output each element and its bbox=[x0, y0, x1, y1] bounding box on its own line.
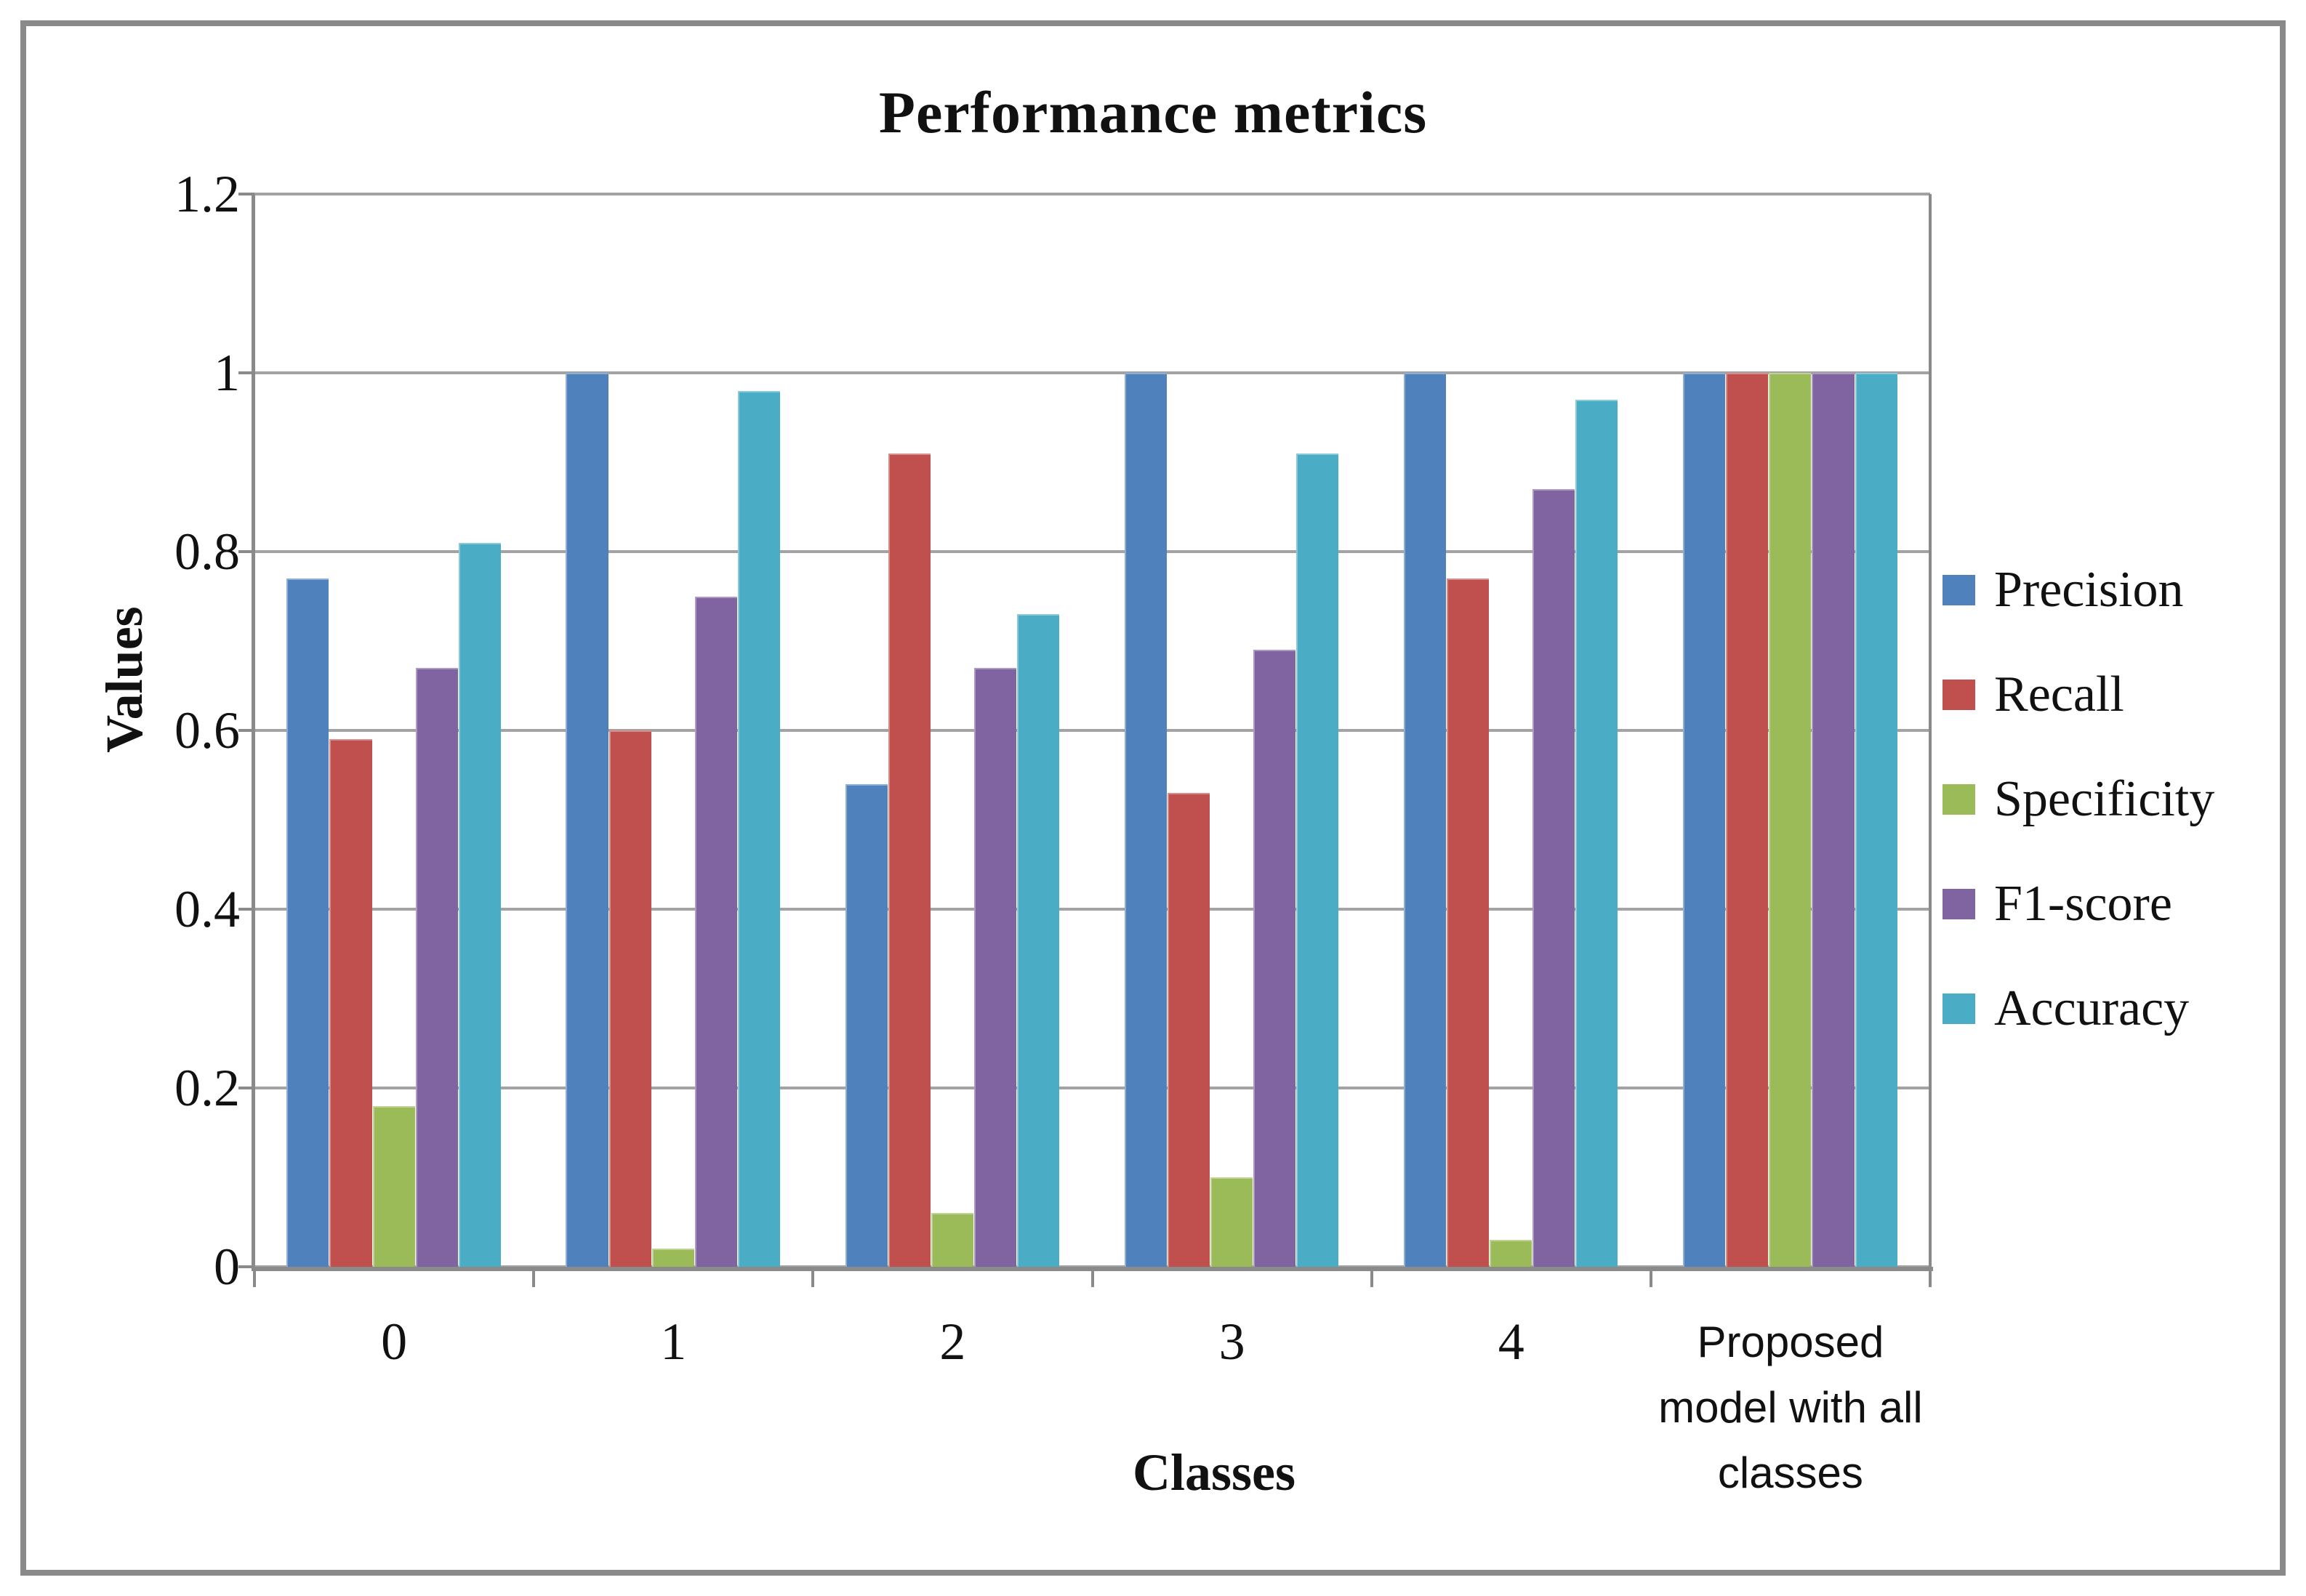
bar-f1-score-cat0 bbox=[415, 667, 458, 1267]
bar-accuracy-cat2 bbox=[1017, 614, 1060, 1267]
y-tick bbox=[238, 729, 254, 732]
x-tick bbox=[811, 1270, 815, 1287]
gridline bbox=[254, 1087, 1930, 1089]
x-tick bbox=[1649, 1270, 1652, 1287]
x-tick-label: 0 bbox=[381, 1313, 408, 1371]
bar-specificity-cat0 bbox=[372, 1105, 415, 1267]
bar-specificity-cat2 bbox=[931, 1213, 973, 1267]
x-tick-label: 1 bbox=[660, 1313, 687, 1371]
bar-f1-score-cat3 bbox=[1253, 650, 1296, 1267]
legend-swatch-accuracy bbox=[1943, 994, 1975, 1024]
bar-precision-cat4 bbox=[1403, 373, 1447, 1267]
bar-recall-cat0 bbox=[329, 739, 372, 1267]
legend-label: F1-score bbox=[1994, 876, 2172, 932]
bar-specificity-cat5 bbox=[1769, 373, 1812, 1267]
bar-accuracy-cat4 bbox=[1575, 399, 1618, 1267]
bar-f1-score-cat4 bbox=[1532, 488, 1575, 1267]
legend-swatch-precision bbox=[1943, 575, 1975, 605]
bar-precision-cat1 bbox=[566, 373, 608, 1267]
y-tick bbox=[238, 371, 254, 374]
bar-precision-cat0 bbox=[286, 578, 329, 1267]
y-tick-label: 0.4 bbox=[174, 880, 240, 938]
y-tick bbox=[238, 1265, 254, 1268]
bar-f1-score-cat1 bbox=[694, 596, 737, 1267]
bar-specificity-cat1 bbox=[651, 1249, 694, 1267]
legend-item-precision: Precision bbox=[1943, 561, 2184, 619]
bar-recall-cat2 bbox=[888, 453, 931, 1267]
legend-item-f1-score: F1-score bbox=[1943, 875, 2172, 933]
legend-item-recall: Recall bbox=[1943, 666, 2124, 724]
bar-f1-score-cat2 bbox=[973, 667, 1017, 1267]
x-tick-label: Proposed model with all classes bbox=[1658, 1318, 1923, 1497]
x-tick-label: 4 bbox=[1498, 1313, 1524, 1371]
bar-recall-cat4 bbox=[1447, 578, 1490, 1267]
bar-precision-cat3 bbox=[1124, 373, 1167, 1267]
gridline bbox=[254, 371, 1930, 374]
gridline bbox=[254, 550, 1930, 553]
y-axis-line bbox=[252, 194, 255, 1270]
gridline bbox=[254, 729, 1930, 732]
y-tick bbox=[238, 550, 254, 553]
gridline bbox=[254, 908, 1930, 911]
y-tick-label: 0.6 bbox=[174, 701, 240, 759]
chart-title: Performance metrics bbox=[878, 79, 1428, 145]
bar-precision-cat5 bbox=[1683, 373, 1726, 1267]
legend-item-specificity: Specificity bbox=[1943, 770, 2214, 829]
x-tick-label: 3 bbox=[1218, 1313, 1245, 1371]
bar-accuracy-cat3 bbox=[1296, 453, 1339, 1267]
x-tick bbox=[253, 1270, 256, 1287]
legend-swatch-f1-score bbox=[1943, 889, 1975, 919]
gridline bbox=[254, 193, 1930, 196]
x-axis-line bbox=[252, 1267, 1933, 1271]
x-axis-title: Classes bbox=[1132, 1443, 1295, 1502]
legend-item-accuracy: Accuracy bbox=[1943, 980, 2189, 1038]
bar-specificity-cat3 bbox=[1210, 1177, 1253, 1267]
bar-accuracy-cat5 bbox=[1855, 373, 1897, 1267]
bar-recall-cat1 bbox=[608, 730, 651, 1267]
y-tick-label: 0 bbox=[214, 1238, 240, 1296]
x-tick bbox=[1370, 1270, 1373, 1287]
legend-label: Specificity bbox=[1994, 771, 2215, 827]
x-tick bbox=[1929, 1270, 1932, 1287]
y-tick-label: 1 bbox=[214, 344, 240, 402]
legend-label: Accuracy bbox=[1994, 980, 2190, 1036]
legend-label: Precision bbox=[1994, 562, 2184, 618]
bar-recall-cat5 bbox=[1726, 373, 1769, 1267]
y-tick-label: 1.2 bbox=[174, 165, 240, 223]
x-tick bbox=[1090, 1270, 1094, 1287]
bar-accuracy-cat0 bbox=[458, 542, 501, 1267]
y-tick-label: 0.8 bbox=[174, 523, 240, 581]
y-tick bbox=[238, 908, 254, 911]
y-tick bbox=[238, 1087, 254, 1089]
legend-swatch-specificity bbox=[1943, 784, 1975, 815]
x-tick bbox=[532, 1270, 536, 1287]
x-tick-label: 2 bbox=[939, 1313, 966, 1371]
legend-label: Recall bbox=[1994, 666, 2124, 722]
bar-accuracy-cat1 bbox=[737, 390, 780, 1267]
plot-right-border bbox=[1929, 194, 1932, 1270]
bar-precision-cat2 bbox=[845, 783, 888, 1267]
bar-f1-score-cat5 bbox=[1812, 373, 1855, 1267]
bar-specificity-cat4 bbox=[1490, 1240, 1532, 1267]
y-tick-label: 0.2 bbox=[174, 1059, 240, 1117]
legend-swatch-recall bbox=[1943, 680, 1975, 710]
bar-recall-cat3 bbox=[1167, 793, 1210, 1267]
y-tick bbox=[238, 193, 254, 196]
